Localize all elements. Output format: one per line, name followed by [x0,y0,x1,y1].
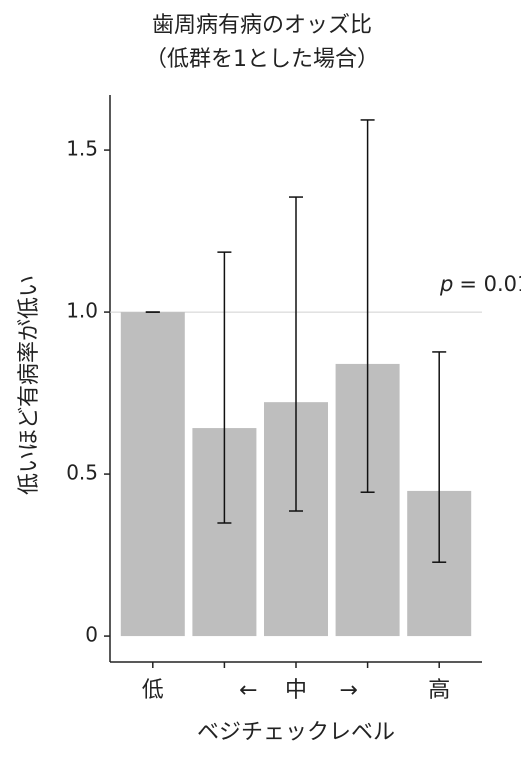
y-axis-label: 低いほど有病率が低い [17,275,42,495]
annotation: p= 0.019 [439,272,521,296]
annotation-value: = 0.019 [459,272,521,296]
x-tick-label: 高 [428,678,450,703]
bar [120,312,185,637]
x-tick-label: → [339,678,357,703]
y-tick-label: 1.5 [66,137,98,161]
chart-title: 歯周病有病のオッズ比 [152,13,372,38]
annotation-var: p [439,272,453,296]
chart-subtitle: （低群を1とした場合） [145,47,379,72]
x-tick-label: 中 [285,678,307,703]
x-tick-label: 低 [142,678,164,703]
x-axis-label: ベジチェックレベル [197,720,395,745]
x-tick-label: ← [239,678,257,703]
y-tick-label: 0 [85,623,98,647]
y-tick-label: 1.0 [66,299,98,323]
y-tick-label: 0.5 [66,461,98,485]
